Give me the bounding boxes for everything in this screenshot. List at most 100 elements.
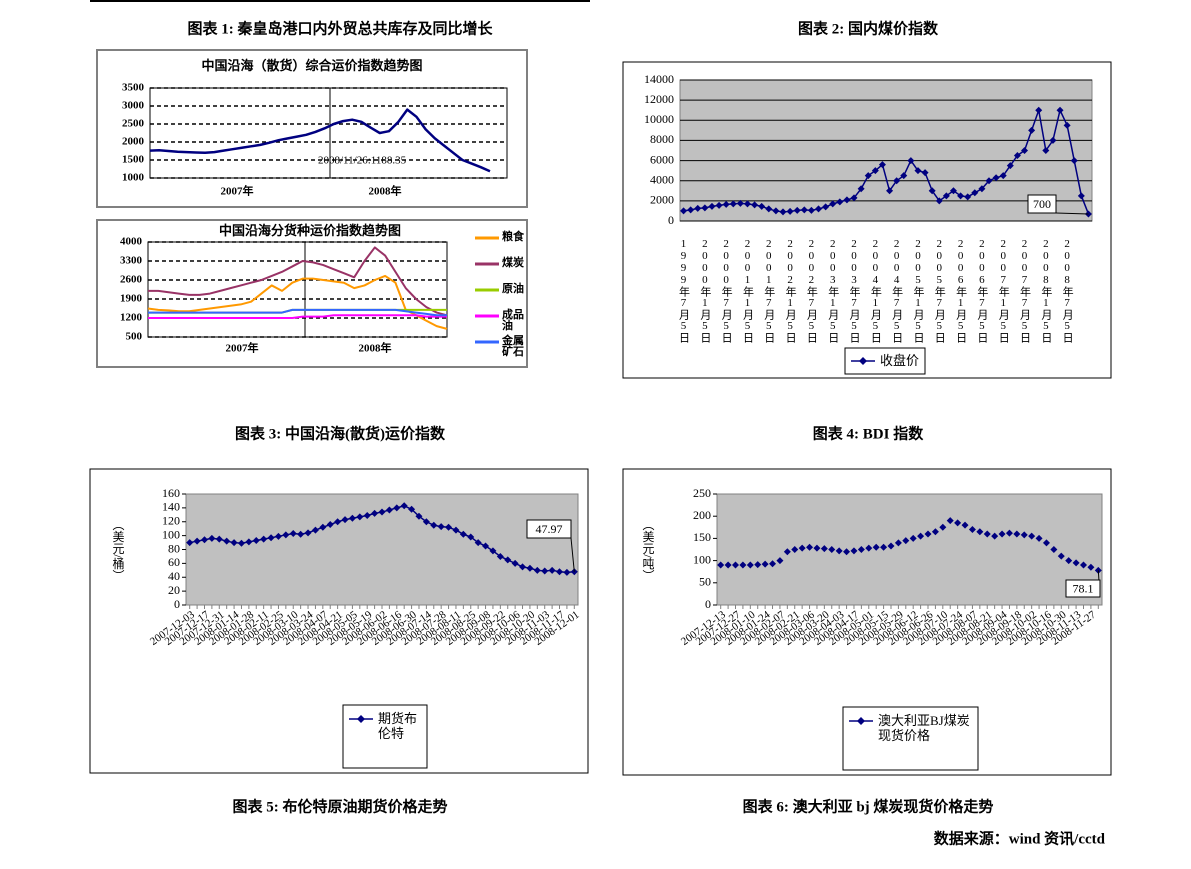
data-point [907, 157, 915, 165]
plot-area [149, 87, 508, 179]
data-point [533, 566, 541, 574]
data-point [998, 530, 1006, 538]
legend-label: 成品油 [502, 309, 524, 332]
data-point [798, 544, 806, 552]
y-tick-label: 4000 [120, 236, 143, 248]
source-note: 数据来源：wind 资讯/cctd [934, 829, 1106, 847]
data-point [489, 547, 497, 555]
x-label: 2008年 [369, 184, 402, 198]
data-point [964, 193, 972, 201]
data-point [800, 206, 808, 214]
data-point [850, 547, 858, 555]
x-tick-label: 2005年7月5日 [933, 238, 946, 343]
data-point [680, 207, 688, 215]
data-point [1079, 561, 1087, 569]
data-point [311, 526, 319, 534]
data-point [1072, 559, 1080, 567]
data-point [701, 204, 709, 212]
data-point [260, 535, 268, 543]
caption: 图表 6: 澳大利亚 bj 煤炭现货价格走势 [743, 797, 994, 815]
data-point [736, 199, 744, 207]
data-point [806, 543, 814, 551]
data-point [341, 516, 349, 524]
data-point [1065, 557, 1073, 565]
x-tick-label: 2003年1月5日 [827, 238, 840, 343]
data-point [976, 528, 984, 536]
data-point [829, 200, 837, 208]
data-point [835, 547, 843, 555]
data-point [519, 563, 527, 571]
legend-box [842, 706, 979, 771]
data-point [1005, 529, 1013, 537]
data-point [1028, 126, 1036, 134]
annotation-leader [570, 537, 575, 572]
legend-label: 收盘价 [880, 353, 920, 368]
x-tick-label: 2000年7月5日 [720, 238, 733, 343]
data-point [783, 548, 791, 556]
data-point [779, 208, 787, 216]
data-point [400, 502, 408, 510]
data-point [437, 523, 445, 531]
y-tick-label: 3300 [120, 255, 143, 267]
x-tick-label: 2008年1月5日 [1040, 238, 1053, 343]
data-point [1013, 530, 1021, 538]
y-tick-label: 250 [693, 486, 711, 500]
data-point [985, 177, 993, 185]
data-point [304, 529, 312, 537]
data-point [237, 539, 245, 547]
legend-label: 期货布伦特 [378, 711, 418, 741]
y-tick-label: 1500 [122, 154, 145, 166]
data-point [297, 530, 305, 538]
data-point [363, 512, 371, 520]
chart-title: 中国沿海分货种运价指数趋势图 [219, 223, 401, 238]
y-tick-label: 2000 [122, 136, 145, 148]
data-point [776, 557, 784, 565]
data-point [886, 187, 894, 195]
y-tick-label: 140 [162, 500, 180, 514]
annotation: 78.1 [1073, 581, 1094, 595]
data-point [850, 194, 858, 202]
y-tick-label: 40 [168, 569, 180, 583]
data-point [729, 200, 737, 208]
data-point [935, 197, 943, 205]
data-point [914, 167, 922, 175]
data-point [978, 185, 986, 193]
y-axis-label: （美元/桶） [111, 518, 125, 581]
data-point [1049, 136, 1057, 144]
data-point [1057, 552, 1065, 560]
data-point [556, 568, 564, 576]
data-point [971, 189, 979, 197]
data-point [371, 509, 379, 517]
y-tick-label: 80 [168, 541, 180, 555]
y-tick-label: 4000 [650, 172, 674, 186]
data-point [694, 204, 702, 212]
y-tick-label: 0 [668, 213, 674, 227]
data-point [282, 531, 290, 539]
data-point [865, 544, 873, 552]
data-point [872, 543, 880, 551]
data-point [786, 207, 794, 215]
chart-title: 中国沿海（散货）综合运价指数趋势图 [201, 58, 422, 73]
data-point [746, 561, 754, 569]
data-point [422, 518, 430, 526]
data-point [289, 530, 297, 538]
data-point [541, 567, 549, 575]
data-point [408, 505, 416, 513]
caption: 图表 4: BDI 指数 [813, 424, 924, 442]
x-label: 2007年 [221, 184, 254, 198]
data-point [949, 187, 957, 195]
data-point [200, 536, 208, 544]
data-point [999, 172, 1007, 180]
data-point [793, 206, 801, 214]
data-point [186, 539, 194, 547]
y-tick-label: 20 [168, 583, 180, 597]
data-point [319, 523, 327, 531]
annotation: 47.97 [536, 522, 563, 536]
data-point [739, 561, 747, 569]
data-point [1042, 539, 1050, 547]
data-point [1021, 147, 1029, 154]
data-point [356, 513, 364, 521]
data-point [939, 523, 947, 531]
y-tick-label: 1200 [120, 312, 143, 324]
